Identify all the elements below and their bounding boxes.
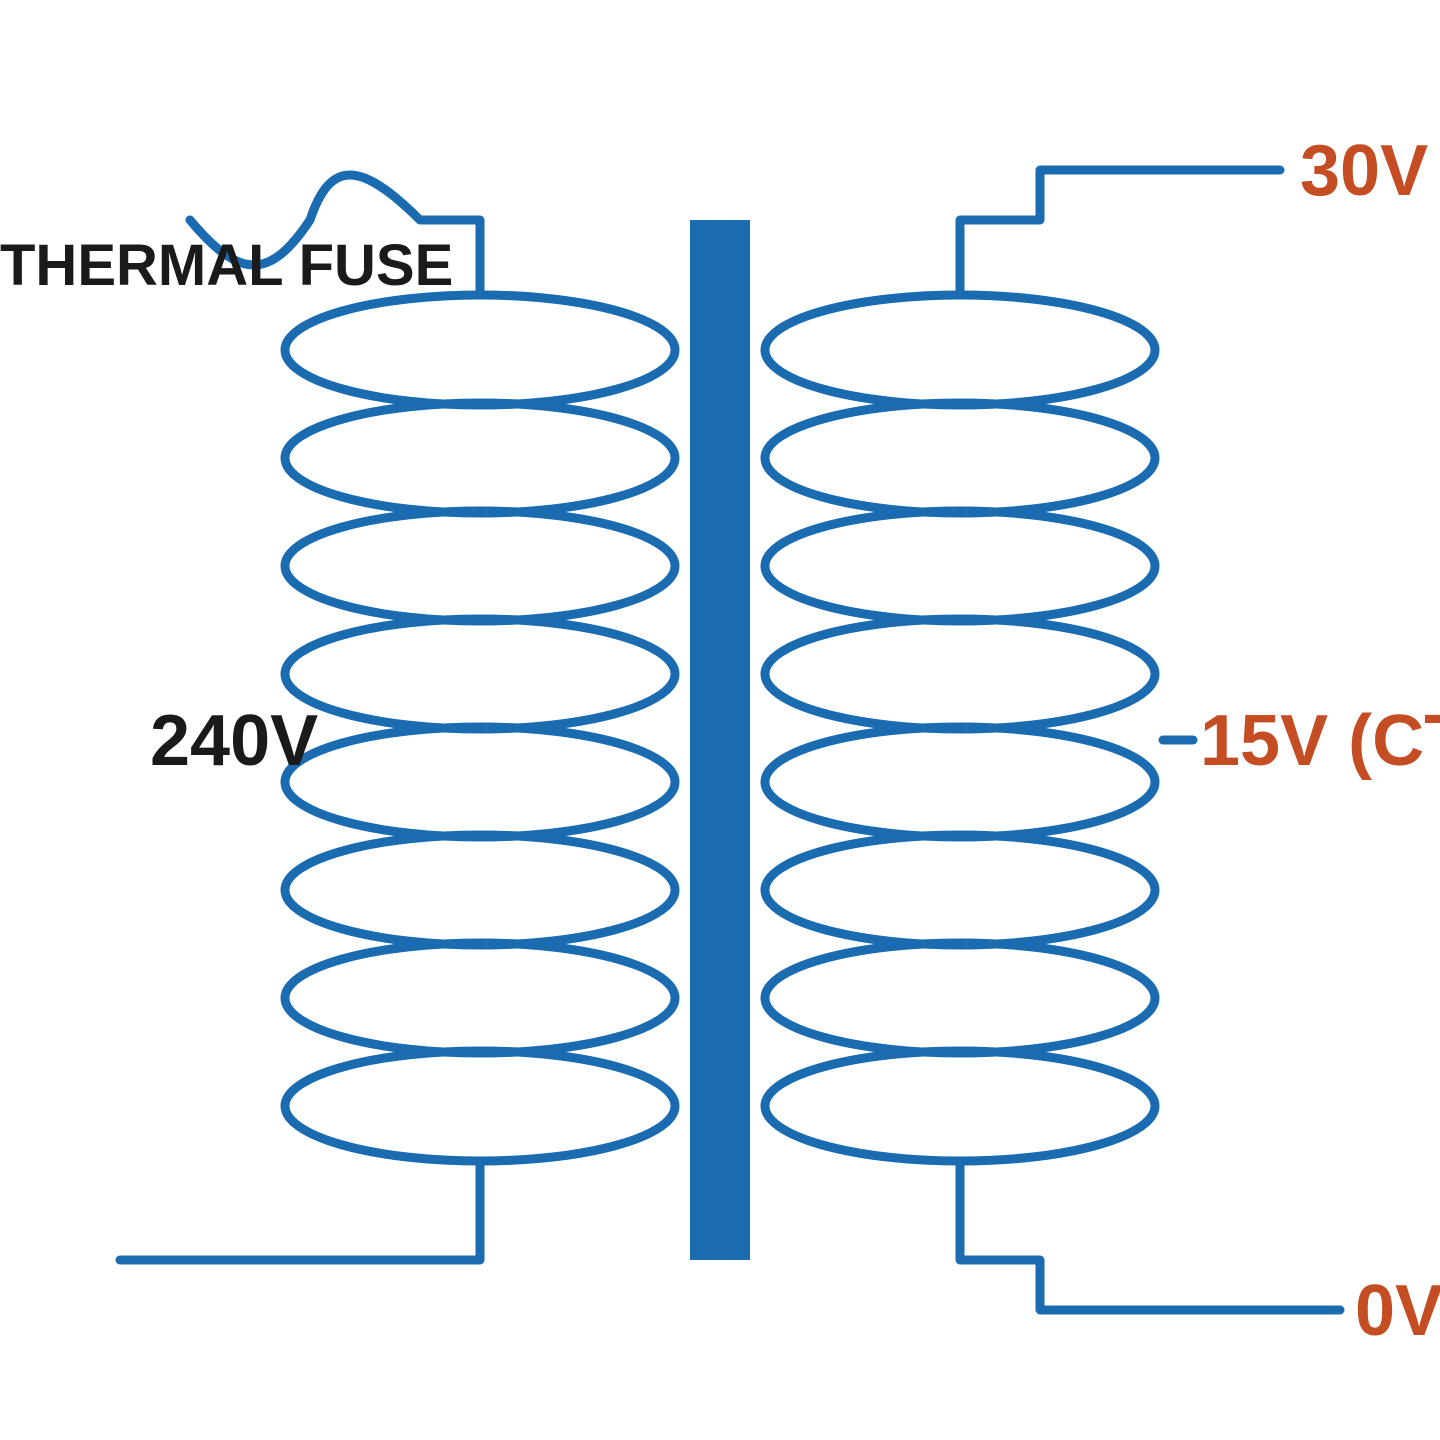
transformer-schematic: THERMAL FUSE 240V 30V 15V (CT) 0V [0, 0, 1440, 1440]
transformer-core [690, 220, 750, 1260]
secondary-winding [765, 295, 1155, 1161]
primary-winding [285, 295, 675, 1161]
secondary-bottom-tap-0v [960, 1161, 1340, 1310]
primary-voltage-label: 240V [150, 701, 318, 781]
thermal-fuse-label: THERMAL FUSE [0, 233, 453, 298]
secondary-30v-label: 30V [1300, 131, 1428, 211]
primary-bottom-lead [120, 1161, 480, 1260]
secondary-15v-label: 15V (CT) [1200, 701, 1440, 781]
secondary-0v-label: 0V [1355, 1271, 1440, 1351]
secondary-top-tap-30v [960, 170, 1280, 295]
